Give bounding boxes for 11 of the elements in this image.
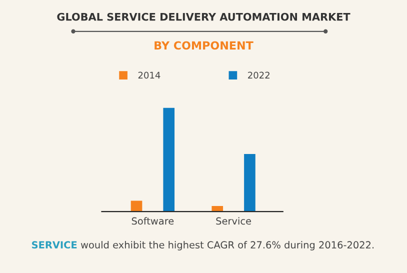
bar	[163, 108, 175, 212]
x-tick-label: Software	[132, 217, 174, 225]
text: SERVICE would exhibit the highest CAGR of 27.6% during 2016-2022.	[32, 240, 374, 250]
legend-label: 2014	[138, 72, 160, 79]
legend-label: 2022	[248, 72, 270, 79]
chart-title: GLOBAL SERVICE DELIVERY AUTOMATION MARKET	[57, 12, 350, 21]
x-tick-label: Service	[216, 217, 251, 225]
chart-subtitle: BY COMPONENT	[154, 41, 254, 50]
bar	[244, 154, 256, 212]
bar	[130, 200, 142, 212]
bar	[212, 206, 224, 212]
